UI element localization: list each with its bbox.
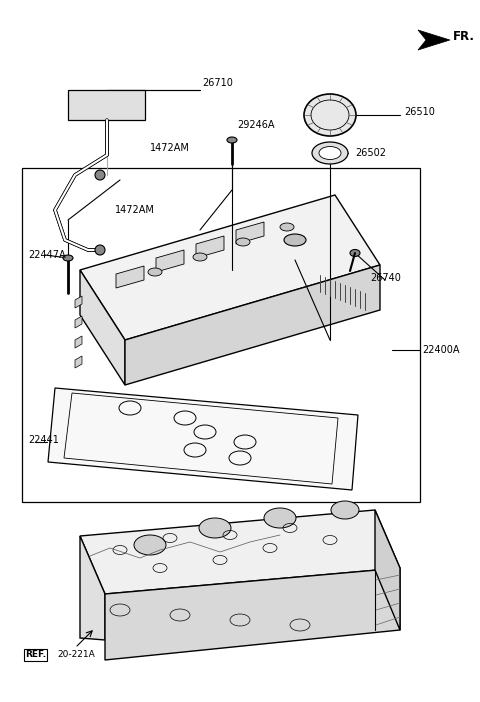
Polygon shape xyxy=(236,222,264,244)
Circle shape xyxy=(95,245,105,255)
Ellipse shape xyxy=(319,147,341,159)
Polygon shape xyxy=(75,356,82,368)
Text: REF.: REF. xyxy=(25,651,46,659)
Ellipse shape xyxy=(134,535,166,555)
Text: 29246A: 29246A xyxy=(237,120,275,130)
Polygon shape xyxy=(75,316,82,328)
Ellipse shape xyxy=(193,253,207,261)
Polygon shape xyxy=(68,90,145,120)
Text: 26502: 26502 xyxy=(355,148,386,158)
Polygon shape xyxy=(80,195,380,340)
Polygon shape xyxy=(375,510,400,630)
Polygon shape xyxy=(80,536,105,640)
Text: 1472AM: 1472AM xyxy=(115,205,155,215)
Text: 26510: 26510 xyxy=(404,107,435,117)
Ellipse shape xyxy=(227,137,237,143)
Text: 22447A: 22447A xyxy=(28,250,66,260)
Polygon shape xyxy=(156,250,184,272)
Ellipse shape xyxy=(264,508,296,528)
Polygon shape xyxy=(48,388,358,490)
Ellipse shape xyxy=(63,255,73,261)
Ellipse shape xyxy=(350,249,360,256)
Ellipse shape xyxy=(284,234,306,246)
Ellipse shape xyxy=(304,94,356,136)
Ellipse shape xyxy=(280,223,294,231)
Polygon shape xyxy=(75,336,82,348)
Text: 20-221A: 20-221A xyxy=(57,651,95,659)
Polygon shape xyxy=(80,270,125,385)
Polygon shape xyxy=(64,393,338,484)
Text: 26740: 26740 xyxy=(370,273,401,283)
Polygon shape xyxy=(22,168,420,502)
Text: 22441: 22441 xyxy=(28,435,59,445)
Polygon shape xyxy=(75,296,82,308)
Text: 26710: 26710 xyxy=(202,78,233,88)
Polygon shape xyxy=(196,236,224,258)
Circle shape xyxy=(95,170,105,180)
Polygon shape xyxy=(125,265,380,385)
Ellipse shape xyxy=(199,518,231,538)
Ellipse shape xyxy=(148,268,162,276)
Text: 1472AM: 1472AM xyxy=(150,143,190,153)
Polygon shape xyxy=(105,568,400,660)
Text: 22400A: 22400A xyxy=(422,345,459,355)
Polygon shape xyxy=(116,266,144,288)
Polygon shape xyxy=(80,510,400,594)
Ellipse shape xyxy=(312,142,348,164)
Text: FR.: FR. xyxy=(453,30,475,43)
Ellipse shape xyxy=(331,501,359,519)
Ellipse shape xyxy=(236,238,250,246)
Polygon shape xyxy=(418,30,450,50)
